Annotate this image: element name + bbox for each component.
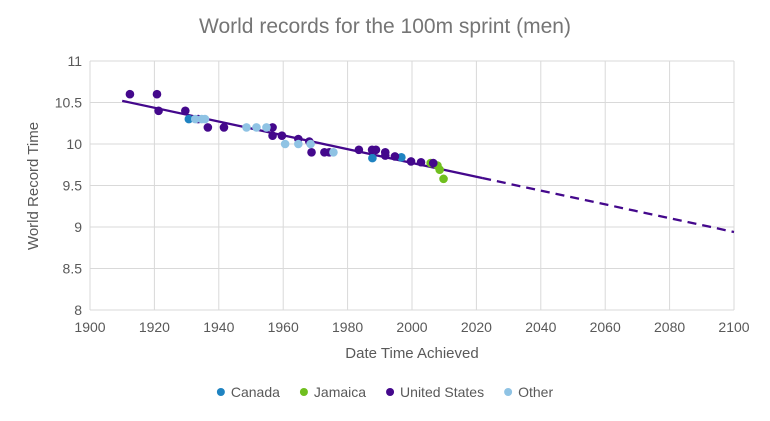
- data-point: [428, 158, 438, 168]
- gridlines: [89, 60, 735, 311]
- legend-label: United States: [400, 384, 484, 400]
- series-canada: [184, 114, 406, 163]
- x-tick-label: 2100: [718, 319, 749, 335]
- data-point: [219, 123, 229, 132]
- data-points: [125, 89, 448, 184]
- data-point: [184, 114, 194, 124]
- x-tick-label: 2020: [461, 319, 492, 335]
- data-point: [154, 106, 163, 116]
- y-tick-label: 10: [66, 136, 82, 152]
- legend: Canada Jamaica United States Other: [216, 384, 553, 400]
- data-point: [200, 114, 210, 124]
- x-tick-label: 1980: [332, 319, 363, 335]
- data-point: [406, 157, 416, 166]
- y-tick-label: 10.5: [55, 95, 82, 111]
- y-tick-label: 8.5: [63, 261, 83, 277]
- data-point: [354, 145, 364, 155]
- data-point: [181, 106, 190, 116]
- data-point: [368, 153, 377, 163]
- x-tick-label: 2000: [396, 319, 427, 335]
- legend-marker: [504, 388, 513, 396]
- x-tick-label: 2060: [590, 319, 621, 335]
- data-point: [329, 148, 338, 157]
- data-point: [435, 165, 444, 175]
- data-point: [390, 152, 400, 161]
- y-tick-label: 8: [74, 302, 82, 318]
- legend-label: Jamaica: [314, 384, 366, 400]
- x-tick-label: 1960: [268, 319, 299, 335]
- x-axis-label: Date Time Achieved: [345, 345, 478, 362]
- data-point: [397, 152, 406, 162]
- data-point: [252, 123, 261, 132]
- x-tick-label: 2080: [654, 319, 685, 335]
- series-other: [190, 114, 338, 157]
- y-tick-label: 9: [74, 219, 82, 235]
- legend-marker: [299, 388, 308, 396]
- y-tick-label: 11: [67, 53, 82, 69]
- data-point: [306, 139, 315, 149]
- data-point: [203, 123, 213, 132]
- chart-title: World records for the 100m sprint (men): [199, 15, 571, 38]
- data-point: [371, 145, 381, 155]
- legend-label: Canada: [231, 384, 280, 400]
- legend-marker: [216, 388, 225, 396]
- legend-item: Canada: [216, 384, 280, 400]
- data-point: [268, 123, 277, 132]
- data-point: [307, 148, 316, 157]
- data-point: [268, 131, 277, 140]
- data-point: [262, 123, 271, 132]
- x-tick-label: 1920: [139, 319, 170, 335]
- data-point: [125, 89, 135, 99]
- x-tick-label: 1940: [203, 319, 234, 335]
- data-point: [190, 114, 200, 124]
- y-tick-label: 9.5: [63, 178, 83, 194]
- legend-label: Other: [518, 384, 553, 400]
- data-point: [380, 151, 390, 160]
- data-point: [242, 123, 251, 132]
- trendline-dashed-forecast: [481, 176, 735, 234]
- x-tick-label: 2040: [525, 319, 556, 335]
- legend-item: Other: [504, 384, 553, 400]
- series-united-states: [125, 89, 438, 168]
- data-point: [416, 157, 426, 167]
- y-axis-label: World Record Time: [25, 122, 42, 250]
- data-point: [280, 139, 290, 149]
- data-point: [277, 131, 287, 140]
- x-tick-labels: 1900 1920 1940 1960 1980 2000 2020 2040 2060 2080…: [74, 319, 749, 335]
- legend-item: United States: [386, 384, 484, 400]
- y-tick-labels: 8 8.5 9 9.5 10 10.5 11: [55, 53, 82, 318]
- data-point: [152, 89, 162, 99]
- legend-marker: [386, 388, 395, 396]
- x-tick-label: 1900: [74, 319, 105, 335]
- data-point: [294, 139, 303, 149]
- data-point: [439, 174, 448, 184]
- legend-item: Jamaica: [299, 384, 366, 400]
